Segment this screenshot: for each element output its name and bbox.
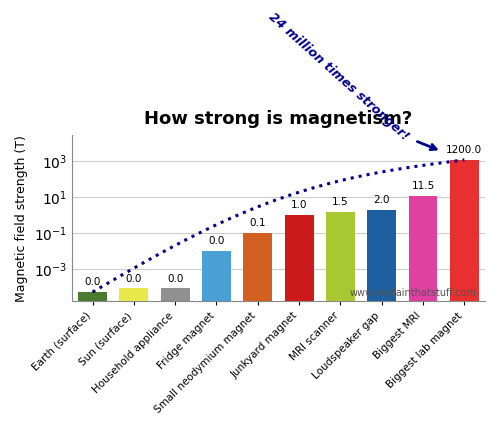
- Text: www.explainthatstuff.com: www.explainthatstuff.com: [350, 288, 476, 298]
- Text: 0.0: 0.0: [84, 277, 101, 288]
- Bar: [326, 212, 355, 430]
- Bar: [368, 209, 396, 430]
- Bar: [160, 289, 190, 430]
- Bar: [450, 160, 479, 430]
- Bar: [202, 251, 231, 430]
- Text: 1.5: 1.5: [332, 197, 348, 207]
- Text: 0.0: 0.0: [208, 236, 224, 246]
- Title: How strong is magnetism?: How strong is magnetism?: [144, 110, 412, 128]
- Text: 11.5: 11.5: [412, 181, 434, 191]
- Text: 2.0: 2.0: [374, 195, 390, 205]
- Text: 1.0: 1.0: [291, 200, 308, 210]
- Y-axis label: Magnetic field strength (T): Magnetic field strength (T): [15, 135, 28, 301]
- Bar: [78, 292, 107, 430]
- Text: 0.1: 0.1: [250, 218, 266, 228]
- Text: 24 million times stronger!: 24 million times stronger!: [266, 10, 412, 143]
- Bar: [284, 215, 314, 430]
- Bar: [244, 233, 272, 430]
- Text: 1200.0: 1200.0: [446, 145, 482, 155]
- Bar: [408, 196, 438, 430]
- Bar: [120, 289, 148, 430]
- Text: 0.0: 0.0: [126, 274, 142, 284]
- Text: 0.0: 0.0: [167, 274, 184, 284]
